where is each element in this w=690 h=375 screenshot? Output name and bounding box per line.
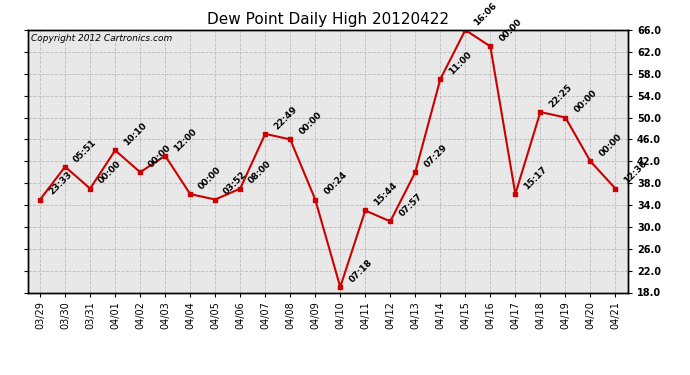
Point — [259, 131, 270, 137]
Text: 00:00: 00:00 — [497, 17, 524, 44]
Text: 00:00: 00:00 — [572, 88, 598, 115]
Point — [185, 191, 196, 197]
Text: 07:57: 07:57 — [397, 192, 424, 219]
Point — [159, 153, 170, 159]
Point — [610, 186, 621, 192]
Text: 00:24: 00:24 — [322, 170, 348, 197]
Point — [235, 186, 246, 192]
Text: 16:06: 16:06 — [472, 1, 499, 27]
Point — [285, 136, 296, 142]
Point — [135, 169, 146, 175]
Text: Copyright 2012 Cartronics.com: Copyright 2012 Cartronics.com — [30, 34, 172, 43]
Text: 12:36: 12:36 — [622, 159, 649, 186]
Text: 22:49: 22:49 — [272, 104, 299, 131]
Point — [460, 27, 471, 33]
Point — [110, 147, 121, 153]
Text: 00:00: 00:00 — [197, 165, 224, 191]
Text: 15:44: 15:44 — [372, 181, 399, 208]
Text: 07:18: 07:18 — [347, 258, 374, 284]
Text: 12:00: 12:00 — [172, 127, 199, 153]
Point — [560, 114, 571, 120]
Point — [210, 196, 221, 202]
Point — [59, 164, 70, 170]
Text: 00:00: 00:00 — [147, 143, 173, 170]
Point — [510, 191, 521, 197]
Text: 15:17: 15:17 — [522, 165, 549, 191]
Point — [359, 207, 371, 213]
Point — [585, 158, 596, 164]
Point — [485, 44, 496, 50]
Point — [435, 76, 446, 82]
Point — [310, 196, 321, 202]
Text: 00:00: 00:00 — [297, 110, 324, 136]
Text: 08:00: 08:00 — [247, 159, 273, 186]
Text: 03:52: 03:52 — [222, 170, 248, 197]
Text: 00:00: 00:00 — [598, 132, 624, 159]
Point — [535, 109, 546, 115]
Text: 10:10: 10:10 — [122, 121, 148, 147]
Point — [34, 196, 46, 202]
Point — [335, 284, 346, 290]
Title: Dew Point Daily High 20120422: Dew Point Daily High 20120422 — [207, 12, 448, 27]
Point — [85, 186, 96, 192]
Point — [385, 218, 396, 224]
Text: 05:51: 05:51 — [72, 137, 99, 164]
Text: 22:25: 22:25 — [547, 82, 574, 109]
Text: 07:29: 07:29 — [422, 143, 449, 170]
Text: 23:33: 23:33 — [47, 170, 74, 197]
Text: 00:00: 00:00 — [97, 160, 124, 186]
Point — [410, 169, 421, 175]
Text: 11:00: 11:00 — [447, 50, 473, 76]
